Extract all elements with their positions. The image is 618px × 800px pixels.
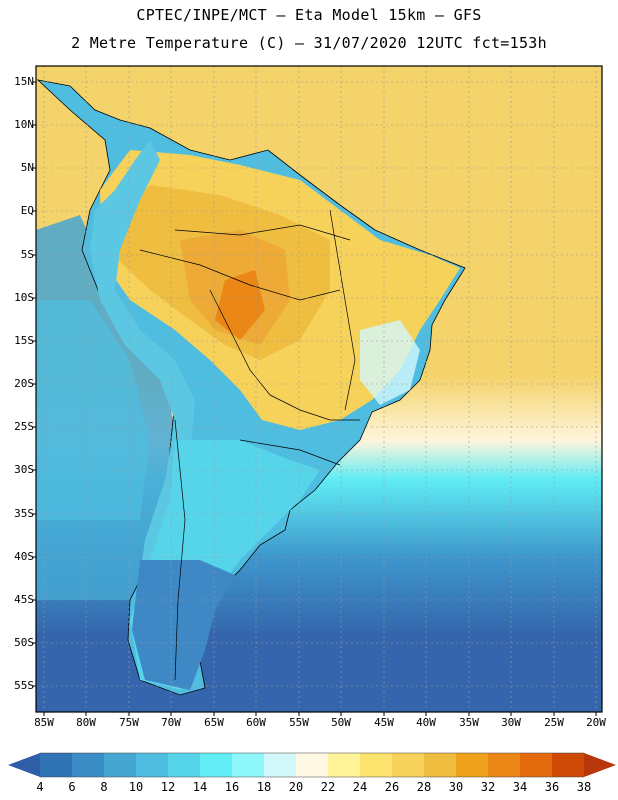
- lat-label-55s: 55S: [14, 679, 34, 692]
- lat-label-20s: 20S: [14, 377, 34, 390]
- colorbar-swatch-1: [40, 753, 72, 777]
- colorbar-label-14: 14: [192, 780, 208, 794]
- lon-label-45w: 45W: [374, 716, 394, 729]
- lat-label-45s: 45S: [14, 593, 34, 606]
- colorbar-label-34: 34: [512, 780, 528, 794]
- lon-label-85w: 85W: [34, 716, 54, 729]
- colorbar-label-38: 38: [576, 780, 592, 794]
- lat-label-5s: 5S: [20, 248, 34, 261]
- colorbar-swatch-17: [552, 753, 584, 777]
- colorbar-label-18: 18: [256, 780, 272, 794]
- lon-label-35w: 35W: [459, 716, 479, 729]
- pacific-cold-tongue: [36, 300, 150, 520]
- colorbar-arrow-low: [8, 753, 40, 777]
- colorbar-swatch-12: [392, 753, 424, 777]
- lat-label-50s: 50S: [14, 636, 34, 649]
- lat-label-25s: 25S: [14, 420, 34, 433]
- colorbar-swatch-11: [360, 753, 392, 777]
- border-line-5: [239, 439, 341, 466]
- colorbar-label-28: 28: [416, 780, 432, 794]
- colorbar-label-26: 26: [384, 780, 400, 794]
- colorbar-label-16: 16: [224, 780, 240, 794]
- colorbar-swatch-7: [232, 753, 264, 777]
- colorbar-label-32: 32: [480, 780, 496, 794]
- colorbar-label-20: 20: [288, 780, 304, 794]
- colorbar-dividers: [40, 752, 584, 778]
- lat-label-eq: EQ: [20, 204, 34, 217]
- chart-title-line2: 2 Metre Temperature (C) – 31/07/2020 12U…: [71, 34, 547, 52]
- lat-label-15n: 15N: [14, 75, 34, 88]
- colorbar-label-4: 4: [36, 780, 44, 794]
- lat-label-5n: 5N: [20, 161, 34, 174]
- patagonia-field: [132, 560, 235, 690]
- lon-label-60w: 60W: [246, 716, 266, 729]
- colorbar-label-10: 10: [128, 780, 144, 794]
- lat-label-15s: 15S: [14, 334, 34, 347]
- colorbar-label-36: 36: [544, 780, 560, 794]
- colorbar-label-24: 24: [352, 780, 368, 794]
- lat-label-10s: 10S: [14, 291, 34, 304]
- lon-label-20w: 20W: [586, 716, 606, 729]
- border-line-4: [269, 394, 360, 421]
- colorbar-swatch-2: [72, 753, 104, 777]
- lon-label-25w: 25W: [544, 716, 564, 729]
- colorbar-label-22: 22: [320, 780, 336, 794]
- lon-label-50w: 50W: [331, 716, 351, 729]
- axis-ticks: [32, 81, 597, 716]
- colorbar-label-30: 30: [448, 780, 464, 794]
- chart-title-line1: CPTEC/INPE/MCT – Eta Model 15km – GFS: [136, 6, 482, 24]
- colorbar-swatch-5: [168, 753, 200, 777]
- lat-label-35s: 35S: [14, 507, 34, 520]
- colorbar-swatch-8: [264, 753, 296, 777]
- colorbar-swatch-3: [104, 753, 136, 777]
- colorbar-swatch-10: [328, 753, 360, 777]
- country-borders: [139, 209, 360, 681]
- colorbar-swatch-6: [200, 753, 232, 777]
- colorbar-swatch-13: [424, 753, 456, 777]
- lon-label-75w: 75W: [119, 716, 139, 729]
- colorbar-label-6: 6: [68, 780, 76, 794]
- border-line-3: [174, 224, 351, 241]
- colorbar-swatch-4: [136, 753, 168, 777]
- lon-label-70w: 70W: [161, 716, 181, 729]
- lon-label-40w: 40W: [416, 716, 436, 729]
- colorbar-arrow-high: [584, 753, 616, 777]
- map-frame: [35, 65, 603, 713]
- colorbar-label-12: 12: [160, 780, 176, 794]
- colorbar-swatch-9: [296, 753, 328, 777]
- border-line-2: [209, 289, 271, 396]
- border-line-1: [139, 249, 341, 301]
- colorbar-swatch-16: [520, 753, 552, 777]
- lon-label-30w: 30W: [501, 716, 521, 729]
- graticule: [36, 66, 602, 712]
- lat-label-40s: 40S: [14, 550, 34, 563]
- lon-label-65w: 65W: [204, 716, 224, 729]
- lon-label-55w: 55W: [289, 716, 309, 729]
- lat-label-30s: 30S: [14, 463, 34, 476]
- lon-label-80w: 80W: [76, 716, 96, 729]
- colorbar-swatch-14: [456, 753, 488, 777]
- colorbar-label-8: 8: [100, 780, 108, 794]
- colorbar-swatch-15: [488, 753, 520, 777]
- lat-label-10n: 10N: [14, 118, 34, 131]
- border-line-6: [174, 419, 186, 681]
- southeast-brazil-cool: [360, 320, 420, 405]
- hottest-core: [215, 270, 265, 340]
